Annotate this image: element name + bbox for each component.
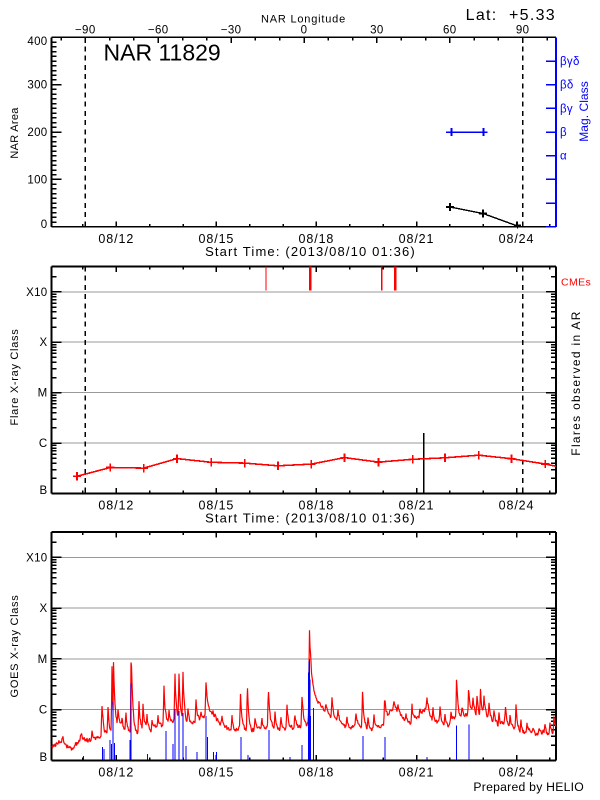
- svg-text:M: M: [38, 654, 48, 666]
- svg-text:X10: X10: [26, 552, 47, 564]
- svg-text:0: 0: [301, 25, 308, 37]
- svg-text:100: 100: [27, 174, 47, 186]
- svg-text:08/18: 08/18: [299, 499, 335, 513]
- svg-text:90: 90: [516, 25, 530, 37]
- svg-text:60: 60: [443, 25, 457, 37]
- svg-text:0: 0: [41, 219, 48, 231]
- svg-text:B: B: [40, 485, 48, 497]
- svg-text:08/21: 08/21: [399, 232, 435, 246]
- svg-text:08/15: 08/15: [199, 499, 235, 513]
- svg-text:Start Time: (2013/08/10 01:36): Start Time: (2013/08/10 01:36): [205, 511, 416, 526]
- svg-text:−30: −30: [221, 25, 242, 37]
- svg-text:08/24: 08/24: [499, 499, 535, 513]
- svg-text:β: β: [560, 127, 567, 139]
- svg-text:NAR Area: NAR Area: [9, 107, 21, 159]
- svg-text:08/18: 08/18: [299, 766, 335, 780]
- svg-text:Lat: +5.33: Lat: +5.33: [466, 7, 556, 24]
- svg-text:08/12: 08/12: [98, 499, 134, 513]
- svg-text:C: C: [39, 705, 48, 717]
- svg-text:NAR 11829: NAR 11829: [104, 40, 221, 66]
- svg-text:X10: X10: [26, 287, 47, 299]
- svg-text:300: 300: [27, 80, 47, 92]
- svg-text:400: 400: [27, 36, 47, 48]
- svg-text:08/15: 08/15: [199, 766, 235, 780]
- svg-text:−90: −90: [75, 25, 96, 37]
- svg-text:30: 30: [370, 25, 384, 37]
- svg-text:200: 200: [27, 127, 47, 139]
- svg-text:08/21: 08/21: [399, 499, 435, 513]
- svg-text:Flares observed in AR: Flares observed in AR: [569, 310, 583, 455]
- svg-text:X: X: [40, 603, 48, 615]
- svg-text:08/15: 08/15: [199, 232, 235, 246]
- svg-text:08/24: 08/24: [499, 232, 535, 246]
- svg-text:βγ: βγ: [560, 103, 573, 115]
- svg-text:X: X: [40, 337, 48, 349]
- svg-text:βγδ: βγδ: [560, 56, 580, 68]
- svg-text:C: C: [39, 438, 48, 450]
- svg-text:−60: −60: [148, 25, 169, 37]
- svg-text:CMEs: CMEs: [561, 277, 591, 289]
- svg-text:08/18: 08/18: [299, 232, 335, 246]
- svg-text:α: α: [560, 151, 567, 163]
- svg-text:Flare X-ray Class: Flare X-ray Class: [9, 329, 21, 426]
- svg-text:M: M: [38, 388, 48, 400]
- svg-text:βδ: βδ: [560, 80, 574, 92]
- svg-text:08/12: 08/12: [98, 232, 134, 246]
- svg-text:B: B: [40, 752, 48, 764]
- svg-text:Mag. Class: Mag. Class: [577, 81, 591, 142]
- svg-text:Prepared by HELIO: Prepared by HELIO: [473, 780, 584, 794]
- svg-text:GOES X-ray Class: GOES X-ray Class: [9, 595, 21, 698]
- svg-text:NAR Longitude: NAR Longitude: [261, 14, 346, 26]
- svg-text:Start Time: (2013/08/10 01:36): Start Time: (2013/08/10 01:36): [205, 244, 416, 259]
- svg-text:08/21: 08/21: [399, 766, 435, 780]
- svg-text:08/12: 08/12: [98, 766, 134, 780]
- svg-text:08/24: 08/24: [499, 766, 535, 780]
